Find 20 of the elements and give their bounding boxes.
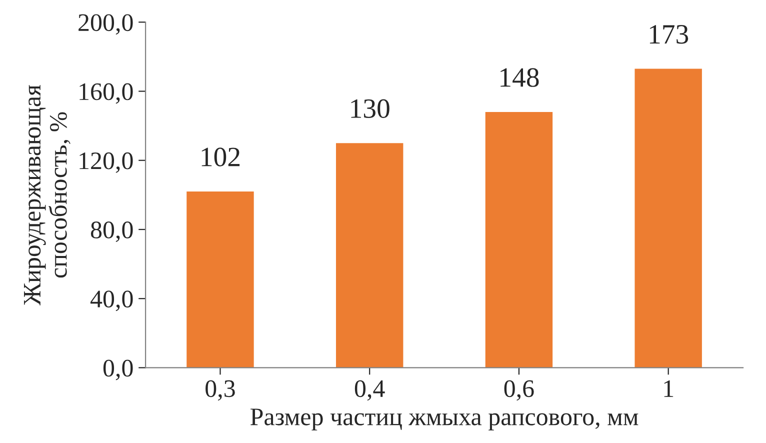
x-axis-title: Размер частиц жмыха рапсового, мм xyxy=(250,408,638,430)
data-label: 130 xyxy=(351,99,390,118)
x-tick-label: 0,4 xyxy=(354,380,385,401)
bar xyxy=(485,112,553,368)
y-tick-label: 0,0 xyxy=(103,360,133,380)
y-axis-title: Жироудерживающая способность, % xyxy=(24,84,70,306)
data-label: 173 xyxy=(650,25,688,44)
y-tick-label: 120,0 xyxy=(80,152,133,173)
data-label: 148 xyxy=(500,68,539,87)
y-tick-label: 80,0 xyxy=(90,222,133,242)
bar xyxy=(186,191,254,368)
x-tick-label: 1 xyxy=(664,380,674,397)
y-tick-label: 200,0 xyxy=(78,14,133,35)
x-tick-label: 0,3 xyxy=(206,380,235,401)
bar xyxy=(336,143,404,368)
x-tick-label: 0,6 xyxy=(504,380,534,401)
bar xyxy=(634,68,702,368)
data-label: 102 xyxy=(202,148,240,166)
y-tick-label: 40,0 xyxy=(90,290,133,312)
y-tick-label: 160,0 xyxy=(80,83,133,104)
